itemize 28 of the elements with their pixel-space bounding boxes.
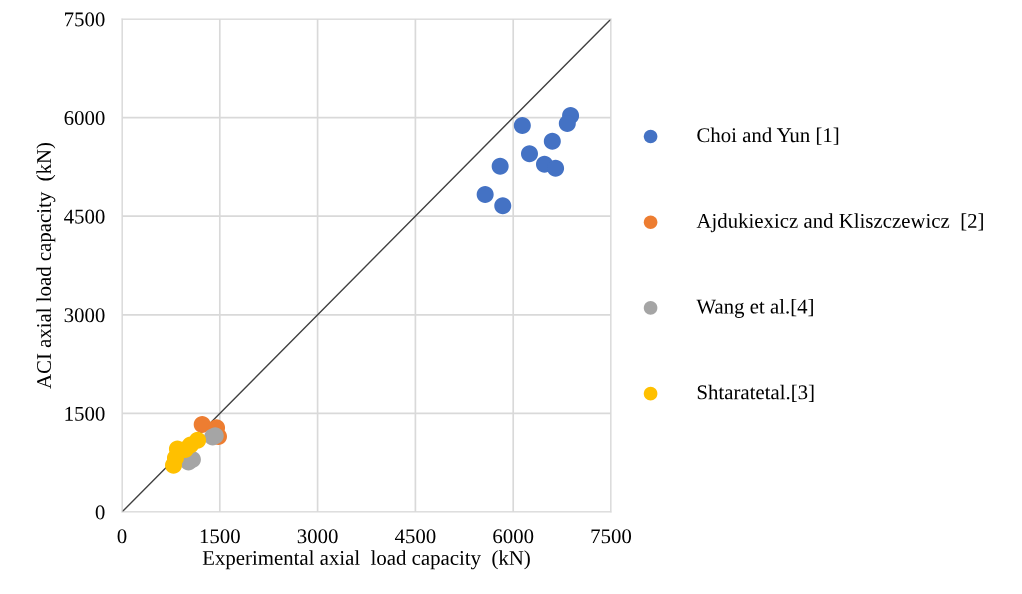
point [543,132,561,150]
x-tick-label: 7500 [591,529,632,544]
point [193,416,211,434]
y-tick-label: 6000 [64,110,105,126]
point [476,186,494,204]
y-axis-title: ACI axial load capacity (kN) [36,142,56,389]
point [189,431,207,449]
x-tick-label: 4500 [394,529,436,544]
x-tick-label: 1500 [200,529,240,544]
point [491,157,509,175]
y-tick-label: 4500 [64,209,105,224]
legend-label: Choi and Yun [1] [697,127,839,145]
y-tick-label: 7500 [65,12,105,27]
legend-label: Wang et al.[4] [696,298,813,318]
point [547,159,565,177]
x-tick-label: 3000 [297,529,338,544]
point [513,116,531,134]
y-tick-label: 3000 [64,308,105,323]
x-tick-label: 0 [117,529,127,544]
y-tick-label: 1500 [65,406,105,421]
x-tick-label: 6000 [493,529,534,544]
y-tick-label: 0 [95,505,105,520]
point [520,145,539,163]
point [494,197,512,215]
x-axis-title: Experimental axial load capacity (kN) [202,550,530,570]
point [558,115,576,133]
legend-label: Shtaratetal.[3] [697,384,814,402]
legend-label: Ajdukiexicz and Kliszczewicz [2] [696,213,983,233]
